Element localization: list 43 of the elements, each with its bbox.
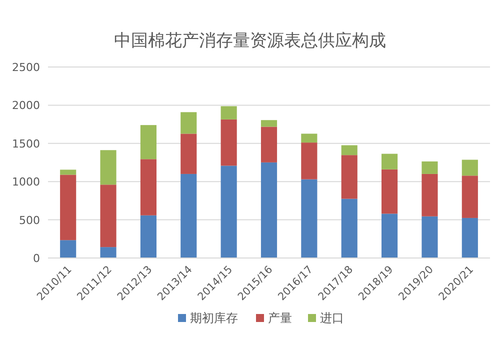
y-tick-label: 0 [33,252,40,265]
bar [220,106,237,120]
y-tick-label: 2000 [12,99,40,112]
bar [180,112,197,134]
bar [180,134,197,174]
bar [382,169,398,214]
bar [260,126,278,162]
bar [382,154,398,170]
y-tick-label: 1500 [12,137,40,150]
bar [462,176,478,218]
legend-label: 进口 [320,311,344,325]
y-tick-label: 2500 [12,61,40,74]
bar [462,218,478,258]
bar [422,174,438,216]
legend-label: 产量 [268,311,292,325]
chart-title: 中国棉花产消存量资源表总供应构成 [114,31,386,51]
bar [301,134,318,143]
bar [301,142,318,180]
bar [341,145,358,156]
bar [60,174,76,240]
bar [140,215,156,258]
bar [341,155,358,199]
bar [341,198,358,258]
bar [462,160,478,176]
bar [60,170,76,175]
bar [220,119,237,166]
bar [100,150,116,185]
bar [100,247,116,258]
bar [382,214,398,258]
bar [140,125,156,160]
y-tick-label: 500 [19,214,40,227]
legend-label: 期初库存 [190,311,238,325]
bar [220,166,237,258]
bar [422,161,438,174]
y-tick-label: 1000 [12,176,40,189]
bar [422,216,438,258]
bar [100,184,116,248]
bar [301,179,318,258]
bar [60,240,76,258]
bar [180,174,197,258]
bar [260,162,278,258]
bar [260,120,278,127]
bar [140,159,156,216]
